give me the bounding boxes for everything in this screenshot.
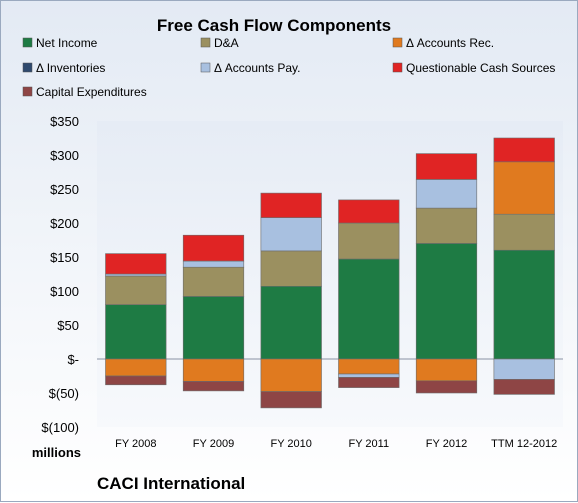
bar-segment-questionable-cash-sources xyxy=(260,192,322,218)
bar-segment-questionable-cash-sources xyxy=(105,253,167,275)
legend-label-accounts-rec: Δ Accounts Rec. xyxy=(406,36,494,50)
x-tick-label: FY 2010 xyxy=(271,438,312,450)
bar-segment-accounts-pay xyxy=(338,373,400,378)
x-tick-label: FY 2011 xyxy=(349,438,390,450)
bar-segment-questionable-cash-sources xyxy=(338,199,400,224)
chart-title: Free Cash Flow Components xyxy=(157,16,391,35)
y-tick-label: $350 xyxy=(50,114,79,129)
bar-segment-d-a xyxy=(415,207,478,244)
bar-segment-accounts-rec xyxy=(260,358,322,392)
bar-segment-d-a xyxy=(260,250,322,287)
bar-segment-accounts-rec xyxy=(338,358,400,375)
bar-segment-net-income xyxy=(260,285,322,360)
legend: Net Income D&A Δ Accounts Rec. Δ Inventorie… xyxy=(22,36,555,99)
bar-segment-accounts-pay xyxy=(415,179,478,209)
y-tick-label: $(100) xyxy=(41,420,79,435)
x-tick-label: FY 2009 xyxy=(193,438,234,450)
legend-label-accounts-pay: Δ Accounts Pay. xyxy=(214,61,301,75)
bar-segment-capital-expenditures xyxy=(182,381,245,392)
bar-segment-net-income xyxy=(338,258,400,360)
y-tick-label: $200 xyxy=(50,216,79,231)
bar-segment-accounts-pay xyxy=(260,217,322,252)
bar-segment-d-a xyxy=(105,275,167,305)
bar-segment-net-income xyxy=(493,249,555,360)
legend-swatch-questionable-cash-sources xyxy=(392,62,403,73)
y-tick-label: $100 xyxy=(50,284,79,299)
bar-segment-accounts-rec xyxy=(105,358,167,377)
bar-segment-capital-expenditures xyxy=(338,377,400,388)
bar-segment-net-income xyxy=(182,296,245,360)
plot-area xyxy=(97,121,563,427)
y-tick-label: $300 xyxy=(50,148,79,163)
legend-label-capital-expenditures: Capital Expenditures xyxy=(36,85,147,99)
bar-segment-capital-expenditures xyxy=(493,379,555,395)
legend-swatch-inventories xyxy=(22,62,33,73)
y-tick-label: $(50) xyxy=(49,386,79,401)
bar-segment-accounts-rec xyxy=(415,358,478,382)
bars xyxy=(105,137,555,409)
y-tick-label: $250 xyxy=(50,182,79,197)
x-tick-label: TTM 12-2012 xyxy=(491,438,557,450)
x-axis: FY 2008 FY 2009 FY 2010 FY 2011 FY 2012 TTM 1… xyxy=(115,438,557,450)
y-axis: $(100) $(50) $- $50 $100 $150 $200 $250 $300 $350 xyxy=(41,114,563,435)
legend-swatch-capital-expenditures xyxy=(22,86,33,97)
legend-swatch-net-income xyxy=(22,37,33,48)
bar-segment-capital-expenditures xyxy=(415,380,478,394)
y-tick-label: $- xyxy=(67,352,79,367)
bar-segment-net-income xyxy=(105,304,167,360)
legend-label-inventories: Δ Inventories xyxy=(36,61,105,75)
bar-segment-d-a xyxy=(182,266,245,297)
legend-swatch-accounts-rec xyxy=(392,37,403,48)
bar-segment-capital-expenditures xyxy=(105,375,167,386)
bar-segment-accounts-pay xyxy=(493,358,555,380)
y-tick-label: $50 xyxy=(57,318,79,333)
bar-segment-questionable-cash-sources xyxy=(415,153,478,180)
bar-segment-d-a xyxy=(493,213,555,251)
bar-segment-capital-expenditures xyxy=(260,391,322,409)
legend-label-net-income: Net Income xyxy=(36,36,98,50)
company-name: CACI International xyxy=(97,474,245,493)
bar-segment-accounts-rec xyxy=(182,358,245,382)
bar-segment-questionable-cash-sources xyxy=(493,137,555,163)
bar-segment-d-a xyxy=(338,222,400,260)
x-tick-label: FY 2012 xyxy=(426,438,467,450)
legend-swatch-accounts-pay xyxy=(200,62,211,73)
y-tick-label: $150 xyxy=(50,250,79,265)
legend-label-questionable-cash-sources: Questionable Cash Sources xyxy=(406,61,555,75)
legend-swatch-d-a xyxy=(200,37,211,48)
legend-label-d-a: D&A xyxy=(214,36,239,50)
bar-segment-accounts-rec xyxy=(493,161,555,215)
bar-segment-net-income xyxy=(415,243,478,360)
bar-segment-questionable-cash-sources xyxy=(182,234,245,262)
bar-segment-accounts-pay xyxy=(182,260,245,268)
x-tick-label: FY 2008 xyxy=(115,438,156,450)
unit-label: millions xyxy=(32,445,81,460)
